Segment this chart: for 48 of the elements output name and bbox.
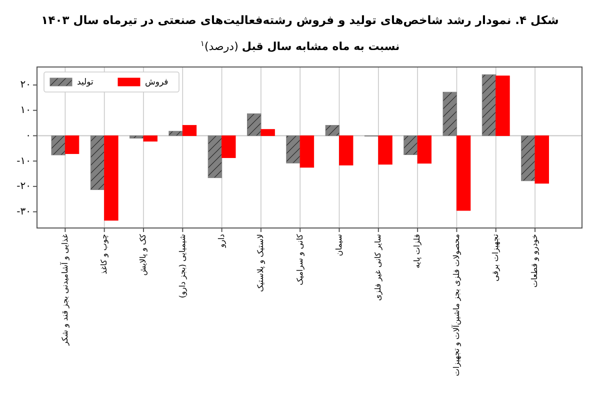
bar [247,113,262,136]
bar [222,135,236,158]
y-tick-label: ۱۰ [20,105,31,116]
x-tick-label: سایر کانی غیر فلزی [374,234,383,301]
bar [300,135,314,168]
y-tick-label: ۰ [26,130,31,142]
bar [104,135,118,221]
x-tick-label: فلزات پایه [412,234,422,268]
x-tick-label: کانی و سرامیک [295,234,304,286]
bar [482,74,496,136]
bar [404,135,418,155]
x-tick-label: کک و پالایش [138,234,148,276]
y-tick-label: -۳۰ [16,206,31,218]
bar [64,135,80,154]
legend-label: تولید [77,77,94,88]
bar [130,135,144,138]
x-tick-label: لاستیک و پلاستیک [256,234,266,292]
bar [521,135,536,182]
bar [456,135,471,211]
bar [496,76,510,136]
bar [182,125,197,136]
legend-label: فروش [145,77,168,88]
x-tick-label: غذایی و آشامیدنی بجز قند و شکر [59,234,70,346]
bar [325,125,340,136]
x-tick-label: شیمیایی (بجز دارو) [178,234,187,298]
x-tick-label: تجهیزات برقی [491,234,500,282]
bar [208,135,222,178]
bar [143,135,158,142]
bar [378,135,392,165]
x-tick-label: دارو [216,234,226,249]
y-tick-label: -۱۰ [16,156,31,167]
x-tick-label: سیمان [334,234,344,256]
bar [286,135,300,164]
chart-subtitle: نسبت به ماه مشابه سال قبل (درصد)$^{۱}$ [200,38,400,53]
bar [442,92,457,136]
x-tick-label: محصولات فلزی بجز ماشین‌آلات و تجهیزات [450,234,461,376]
bar [417,135,432,164]
bar [534,135,549,184]
x-tick-label: چوب و کاغذ [100,234,109,274]
bar [51,135,66,156]
bar [90,135,105,190]
x-tick-label: خودرو و قطعات [530,234,540,288]
bar [168,130,183,136]
y-tick-label: -۲۰ [16,181,31,192]
chart-title: شکل ۴. نمودار رشد شاخص‌های تولید و فروش رشته‌فعالیت‌های صنعتی در تیرماه سال ۱۴۰۳ [41,13,559,27]
y-tick-label: ۲۰ [20,80,31,91]
bar [339,135,354,166]
bar [260,129,275,136]
